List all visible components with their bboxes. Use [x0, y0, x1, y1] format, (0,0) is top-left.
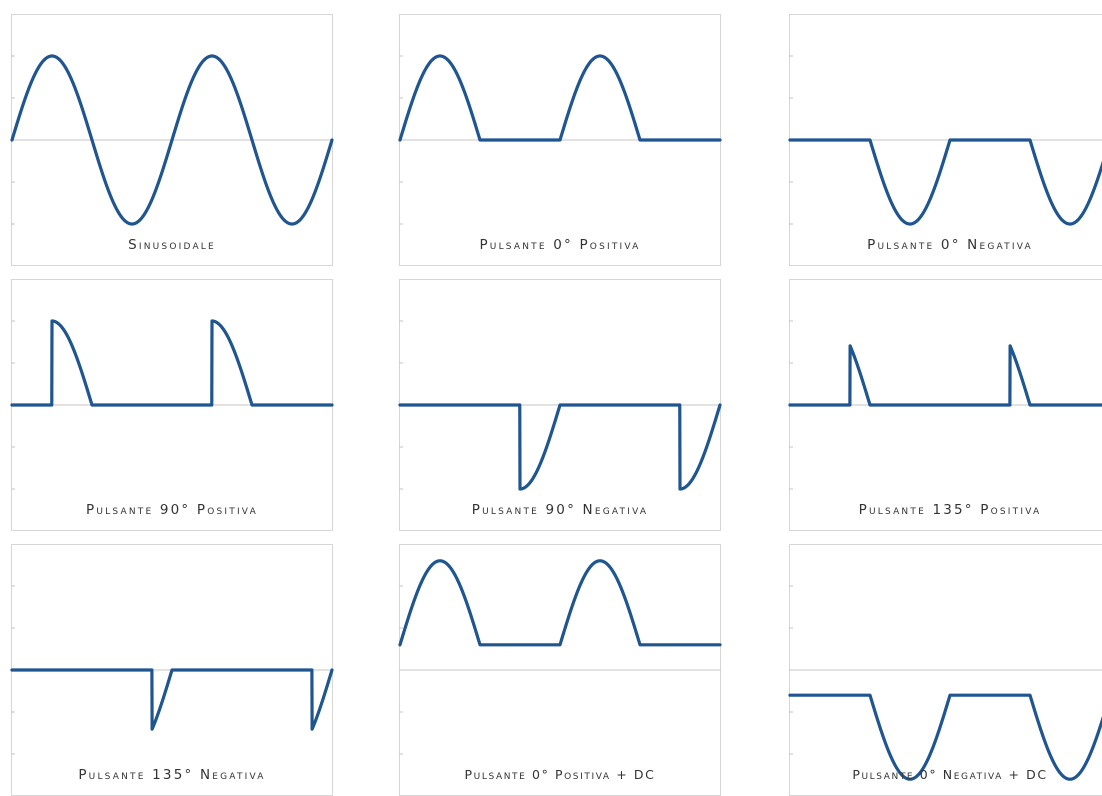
waveform-panel: Pulsante 0° Negativa + DC — [789, 544, 1102, 796]
waveform-chart: Pulsante 0° Negativa + DC — [789, 544, 1102, 796]
waveform-panel: Pulsante 0° Positiva + DC — [399, 544, 721, 796]
waveform-panel: Pulsante 90° Negativa — [399, 279, 721, 531]
waveform-panel: Pulsante 0° Positiva — [399, 14, 721, 266]
waveform-chart: Pulsante 0° Positiva — [399, 14, 721, 266]
waveform-chart: Pulsante 90° Negativa — [399, 279, 721, 531]
waveform-panel: Pulsante 0° Negativa — [789, 14, 1102, 266]
chart-title: Sinusoidale — [128, 237, 216, 253]
waveform-chart: Sinusoidale — [11, 14, 333, 266]
chart-title: Pulsante 0° Positiva + DC — [465, 767, 656, 782]
waveform-chart: Pulsante 135° Negativa — [11, 544, 333, 796]
waveform-panel: Pulsante 90° Positiva — [11, 279, 333, 531]
chart-title: Pulsante 135° Positiva — [859, 502, 1042, 518]
chart-title: Pulsante 90° Negativa — [472, 502, 649, 518]
chart-title: Pulsante 90° Positiva — [86, 502, 258, 518]
waveform-chart: Pulsante 90° Positiva — [11, 279, 333, 531]
chart-title: Pulsante 135° Negativa — [78, 767, 265, 783]
chart-title: Pulsante 0° Negativa — [867, 237, 1033, 253]
waveform-panel: Pulsante 135° Negativa — [11, 544, 333, 796]
waveform-panel: Sinusoidale — [11, 14, 333, 266]
chart-title: Pulsante 0° Negativa + DC — [852, 767, 1047, 782]
chart-title: Pulsante 0° Positiva — [479, 237, 640, 253]
waveform-chart: Pulsante 0° Negativa — [789, 14, 1102, 266]
waveform-chart: Pulsante 135° Positiva — [789, 279, 1102, 531]
waveform-panel: Pulsante 135° Positiva — [789, 279, 1102, 531]
waveform-chart: Pulsante 0° Positiva + DC — [399, 544, 721, 796]
